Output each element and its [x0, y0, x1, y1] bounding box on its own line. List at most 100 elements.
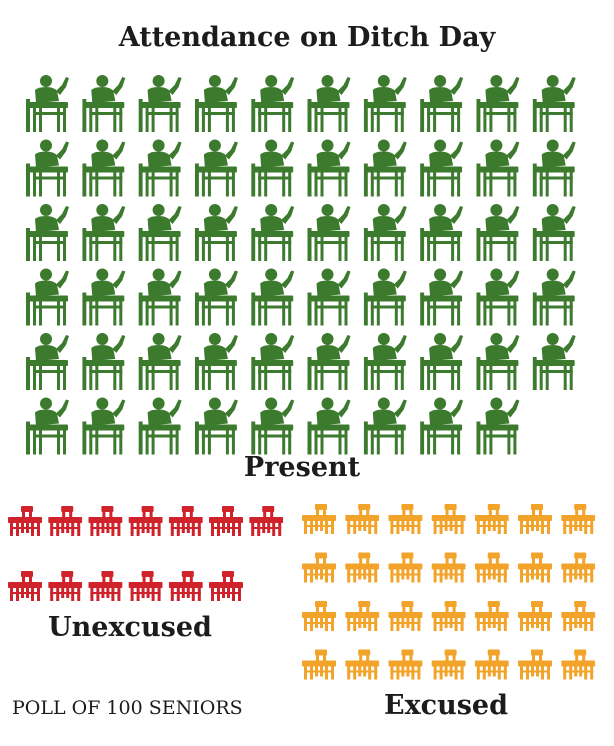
empty-desk-unexcused-icon — [8, 506, 42, 536]
empty-desk-unexcused-icon — [88, 506, 123, 536]
student-at-desk-icon — [420, 333, 464, 390]
empty-desk-excused-icon — [474, 601, 509, 631]
empty-desk-excused-icon — [431, 649, 466, 680]
student-at-desk-icon — [26, 333, 69, 390]
student-at-desk-icon — [532, 139, 576, 197]
student-at-desk-icon — [532, 75, 576, 132]
student-at-desk-icon — [476, 333, 520, 390]
empty-desk-unexcused-icon — [209, 506, 243, 536]
empty-desk-excused-icon — [345, 601, 380, 631]
empty-desk-excused-icon — [302, 552, 336, 583]
student-at-desk-icon — [194, 268, 238, 326]
student-at-desk-icon — [307, 139, 351, 197]
category-label-unexcused: Unexcused — [48, 612, 212, 643]
student-at-desk-icon — [420, 139, 464, 197]
empty-desk-unexcused-icon — [8, 571, 42, 601]
student-at-desk-icon — [476, 397, 520, 455]
student-at-desk-icon — [363, 204, 407, 261]
student-at-desk-icon — [307, 204, 351, 261]
student-at-desk-icon — [532, 268, 576, 326]
student-at-desk-icon — [251, 139, 295, 197]
empty-desk-excused-icon — [518, 504, 552, 534]
empty-desk-excused-icon — [518, 601, 552, 631]
student-at-desk-icon — [138, 397, 182, 455]
empty-desk-excused-icon — [302, 649, 336, 680]
empty-desk-excused-icon — [518, 552, 552, 583]
student-at-desk-icon — [26, 268, 69, 326]
student-at-desk-icon — [251, 75, 295, 132]
empty-desk-excused-icon — [345, 552, 380, 583]
student-at-desk-icon — [138, 268, 182, 326]
student-at-desk-icon — [476, 139, 520, 197]
student-at-desk-icon — [194, 75, 238, 132]
student-at-desk-icon — [251, 333, 295, 390]
empty-desk-unexcused-icon — [128, 571, 163, 601]
empty-desk-excused-icon — [345, 649, 380, 680]
student-at-desk-icon — [420, 268, 464, 326]
student-at-desk-icon — [82, 204, 126, 261]
student-at-desk-icon — [26, 204, 69, 261]
empty-desk-excused-icon — [561, 504, 596, 534]
empty-desk-unexcused-icon — [168, 506, 203, 536]
student-at-desk-icon — [82, 75, 126, 132]
student-at-desk-icon — [363, 268, 407, 326]
category-label-present: Present — [243, 452, 361, 483]
student-at-desk-icon — [420, 75, 464, 132]
unexcused-icons — [8, 506, 284, 601]
empty-desk-unexcused-icon — [168, 571, 203, 601]
student-at-desk-icon — [532, 333, 576, 390]
excused-icons — [302, 504, 596, 680]
empty-desk-unexcused-icon — [249, 506, 284, 536]
empty-desk-excused-icon — [302, 601, 336, 631]
student-at-desk-icon — [476, 204, 520, 261]
student-at-desk-icon — [251, 268, 295, 326]
student-at-desk-icon — [363, 75, 407, 132]
category-label-excused: Excused — [383, 690, 508, 721]
empty-desk-unexcused-icon — [48, 571, 83, 601]
student-at-desk-icon — [307, 75, 351, 132]
student-at-desk-icon — [420, 204, 464, 261]
empty-desk-unexcused-icon — [128, 506, 163, 536]
empty-desk-excused-icon — [474, 649, 509, 680]
student-at-desk-icon — [26, 397, 69, 455]
chart-title: Attendance on Ditch Day — [118, 22, 496, 53]
empty-desk-excused-icon — [518, 649, 552, 680]
student-at-desk-icon — [138, 333, 182, 390]
empty-desk-excused-icon — [431, 601, 466, 631]
student-at-desk-icon — [251, 397, 295, 455]
student-at-desk-icon — [251, 204, 295, 261]
student-at-desk-icon — [363, 139, 407, 197]
empty-desk-excused-icon — [474, 504, 509, 534]
student-at-desk-icon — [363, 397, 407, 455]
empty-desk-excused-icon — [561, 552, 596, 583]
student-at-desk-icon — [476, 75, 520, 132]
empty-desk-excused-icon — [388, 601, 423, 631]
student-at-desk-icon — [138, 204, 182, 261]
student-at-desk-icon — [194, 397, 238, 455]
student-at-desk-icon — [26, 75, 69, 132]
empty-desk-excused-icon — [302, 504, 336, 534]
student-at-desk-icon — [307, 333, 351, 390]
student-at-desk-icon — [420, 397, 464, 455]
student-at-desk-icon — [82, 268, 126, 326]
student-at-desk-icon — [307, 268, 351, 326]
empty-desk-excused-icon — [345, 504, 380, 534]
empty-desk-excused-icon — [431, 504, 466, 534]
student-at-desk-icon — [82, 397, 126, 455]
student-at-desk-icon — [476, 268, 520, 326]
empty-desk-excused-icon — [561, 649, 596, 680]
empty-desk-excused-icon — [474, 552, 509, 583]
student-at-desk-icon — [363, 333, 407, 390]
empty-desk-excused-icon — [388, 649, 423, 680]
empty-desk-excused-icon — [561, 601, 596, 631]
present-icons — [26, 75, 576, 455]
student-at-desk-icon — [138, 75, 182, 132]
empty-desk-unexcused-icon — [209, 571, 243, 601]
student-at-desk-icon — [532, 204, 576, 261]
empty-desk-excused-icon — [388, 504, 423, 534]
student-at-desk-icon — [194, 333, 238, 390]
student-at-desk-icon — [82, 139, 126, 197]
poll-footnote: POLL OF 100 SENIORS — [12, 697, 243, 719]
empty-desk-unexcused-icon — [88, 571, 123, 601]
empty-desk-excused-icon — [388, 552, 423, 583]
